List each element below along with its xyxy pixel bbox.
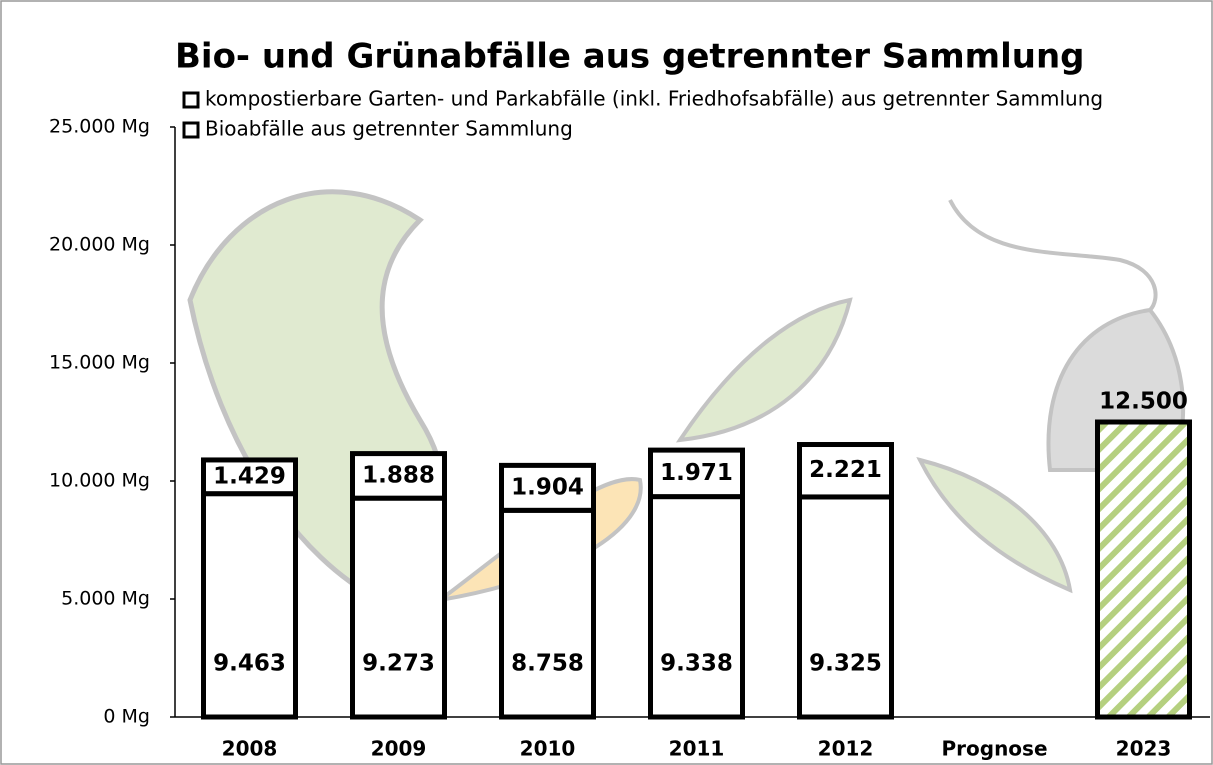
bar-segment (499, 507, 596, 720)
y-tick-label: 25.000 Mg (49, 116, 150, 138)
data-label: 2.221 (809, 457, 882, 483)
bar-segment (499, 462, 596, 513)
y-tick-label: 15.000 Mg (49, 352, 150, 374)
bar-segment (201, 491, 298, 720)
data-label: 12.500 (1099, 389, 1188, 415)
bar-segment (648, 447, 745, 500)
data-label: 9.463 (213, 651, 286, 677)
y-tick-label: 10.000 Mg (49, 470, 150, 492)
chart-title: Bio- und Grünabfälle aus getrennter Samm… (175, 37, 1084, 77)
x-tick-label: 2010 (520, 737, 576, 761)
bar-segment (201, 457, 298, 497)
bar-segment (350, 495, 447, 720)
legend-label: Bioabfälle aus getrennter Sammlung (205, 117, 573, 141)
x-tick-label: 2023 (1116, 737, 1172, 761)
data-label: 1.904 (511, 474, 584, 500)
legend-label: kompostierbare Garten- und Parkabfälle (… (205, 87, 1103, 111)
data-label: 8.758 (511, 651, 584, 677)
y-tick-label: 20.000 Mg (49, 234, 150, 256)
data-label: 1.971 (660, 460, 733, 486)
bar-segment (797, 494, 894, 720)
x-tick-label: 2012 (818, 737, 874, 761)
data-label: 9.325 (809, 651, 882, 677)
x-tick-label: 2011 (669, 737, 725, 761)
bar-segment (1095, 419, 1192, 720)
y-tick-label: 5.000 Mg (61, 588, 150, 610)
legend-swatch (182, 91, 200, 109)
x-tick-label: 2008 (222, 737, 278, 761)
data-label: 1.888 (362, 462, 435, 488)
bar-segment (648, 494, 745, 720)
y-tick-label: 0 Mg (103, 706, 150, 728)
data-label: 9.338 (660, 651, 733, 677)
bar-segment (797, 442, 894, 500)
data-label: 9.273 (362, 651, 435, 677)
data-label: 1.429 (213, 463, 286, 489)
x-tick-label: 2009 (371, 737, 427, 761)
bar-segment (350, 451, 447, 501)
legend-swatch (182, 121, 200, 139)
x-tick-label: Prognose (941, 737, 1047, 761)
